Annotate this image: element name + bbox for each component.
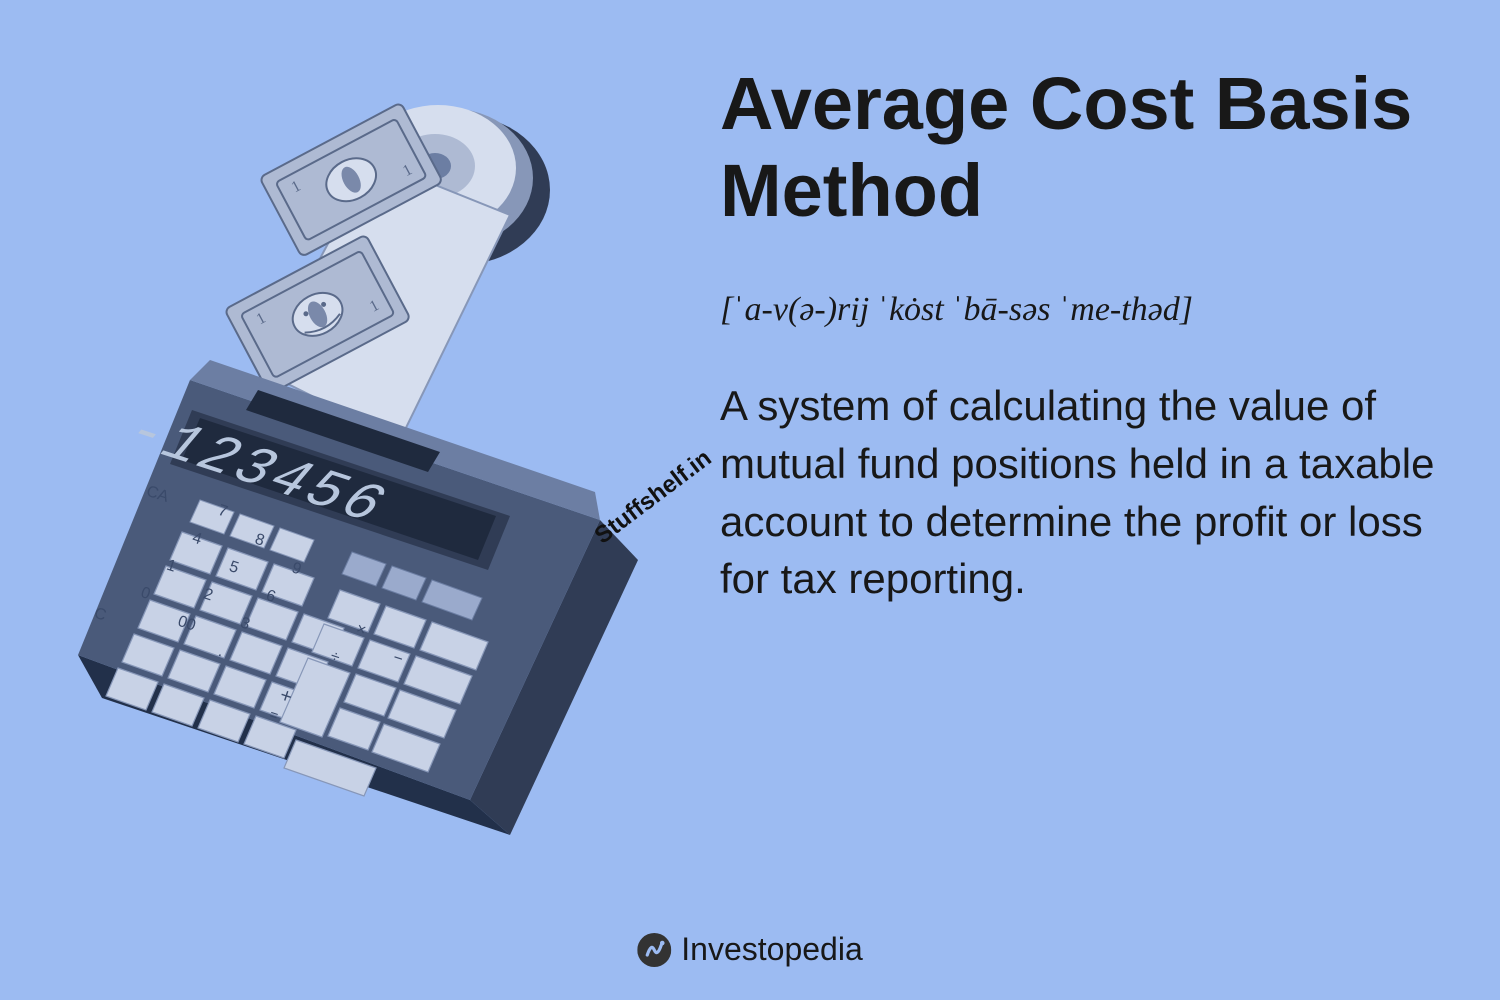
text-panel: Average Cost Basis Method [ˈa-v(ə-)rij ˈ… [720, 60, 1440, 608]
title: Average Cost Basis Method [720, 60, 1440, 235]
definition: A system of calculating the value of mut… [720, 377, 1440, 609]
brand-text: Investopedia [681, 931, 862, 968]
calculator-illustration: 1 1 1 1 [40, 60, 680, 860]
brand-footer: Investopedia [637, 931, 862, 968]
brand-icon [637, 933, 671, 967]
calculator-svg: 1 1 1 1 [40, 60, 680, 860]
infographic-canvas: 1 1 1 1 [0, 0, 1500, 1000]
pronunciation: [ˈa-v(ə-)rij ˈkȯst ˈbā-səs ˈme-thəd] [720, 291, 1440, 329]
